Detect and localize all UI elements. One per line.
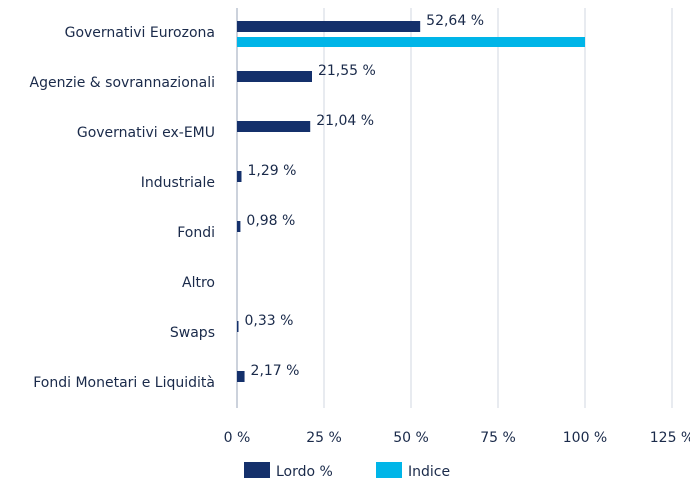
legend-label: Lordo % bbox=[276, 464, 333, 480]
bar bbox=[237, 321, 239, 332]
data-label: 2,17 % bbox=[251, 363, 300, 379]
bar bbox=[237, 371, 245, 382]
data-label: 0,98 % bbox=[246, 213, 295, 229]
bar bbox=[237, 37, 585, 47]
data-label: 0,33 % bbox=[245, 313, 294, 329]
legend-swatch bbox=[376, 462, 402, 478]
bar bbox=[237, 171, 242, 182]
bar bbox=[237, 121, 311, 132]
data-label: 52,64 % bbox=[426, 13, 484, 29]
y-tick-label: Governativi Eurozona bbox=[65, 25, 215, 41]
x-tick-label: 50 % bbox=[393, 430, 429, 446]
y-tick-label: Agenzie & sovrannazionali bbox=[30, 75, 215, 91]
bar bbox=[237, 221, 241, 232]
bar bbox=[237, 21, 421, 32]
bar bbox=[237, 71, 312, 82]
legend-label: Indice bbox=[408, 464, 450, 480]
data-label: 21,04 % bbox=[316, 113, 374, 129]
x-tick-label: 125 % bbox=[650, 430, 690, 446]
data-label: 21,55 % bbox=[318, 63, 376, 79]
y-tick-label: Industriale bbox=[141, 175, 215, 191]
x-tick-label: 75 % bbox=[480, 430, 516, 446]
x-tick-label: 100 % bbox=[563, 430, 607, 446]
y-tick-label: Governativi ex-EMU bbox=[77, 125, 215, 141]
legend-swatch bbox=[244, 462, 270, 478]
y-tick-label: Fondi bbox=[177, 225, 215, 241]
x-tick-label: 0 % bbox=[224, 430, 251, 446]
y-tick-label: Swaps bbox=[170, 325, 215, 341]
data-label: 1,29 % bbox=[247, 163, 296, 179]
x-tick-label: 25 % bbox=[306, 430, 342, 446]
y-tick-label: Fondi Monetari e Liquidità bbox=[33, 375, 215, 391]
y-tick-label: Altro bbox=[182, 275, 215, 291]
